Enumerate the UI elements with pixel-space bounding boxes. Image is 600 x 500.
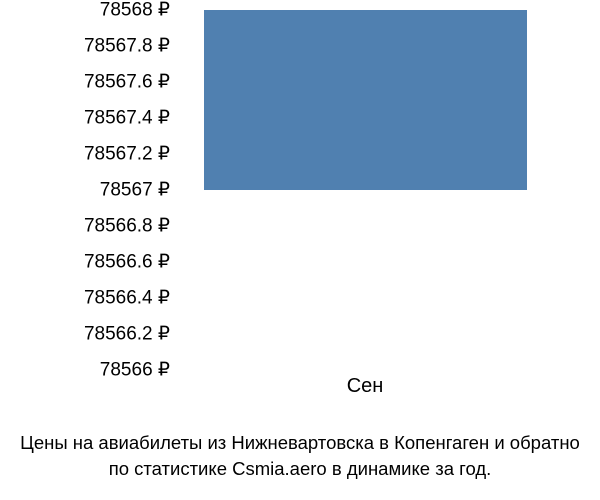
y-axis: 78568 ₽78567.8 ₽78567.6 ₽78567.4 ₽78567.… (0, 10, 170, 370)
caption-line-1: Цены на авиабилеты из Нижневартовска в К… (20, 432, 580, 453)
y-tick-label: 78566.6 ₽ (0, 253, 170, 272)
y-tick-label: 78566.8 ₽ (0, 217, 170, 236)
x-axis: Сен (175, 375, 555, 405)
plot-region (175, 10, 555, 370)
chart-caption: Цены на авиабилеты из Нижневартовска в К… (0, 430, 600, 482)
y-tick-label: 78567.6 ₽ (0, 73, 170, 92)
y-tick-label: 78566.2 ₽ (0, 325, 170, 344)
y-tick-label: 78567.4 ₽ (0, 109, 170, 128)
x-tick-label: Сен (347, 375, 384, 398)
y-tick-label: 78567 ₽ (0, 181, 170, 200)
y-tick-label: 78566.4 ₽ (0, 289, 170, 308)
bar (204, 10, 527, 190)
caption-line-2: по статистике Csmia.aero в динамике за г… (109, 458, 492, 479)
y-tick-label: 78568 ₽ (0, 1, 170, 20)
chart-area: 78568 ₽78567.8 ₽78567.6 ₽78567.4 ₽78567.… (0, 10, 600, 400)
y-tick-label: 78567.8 ₽ (0, 37, 170, 56)
y-tick-label: 78566 ₽ (0, 361, 170, 380)
y-tick-label: 78567.2 ₽ (0, 145, 170, 164)
